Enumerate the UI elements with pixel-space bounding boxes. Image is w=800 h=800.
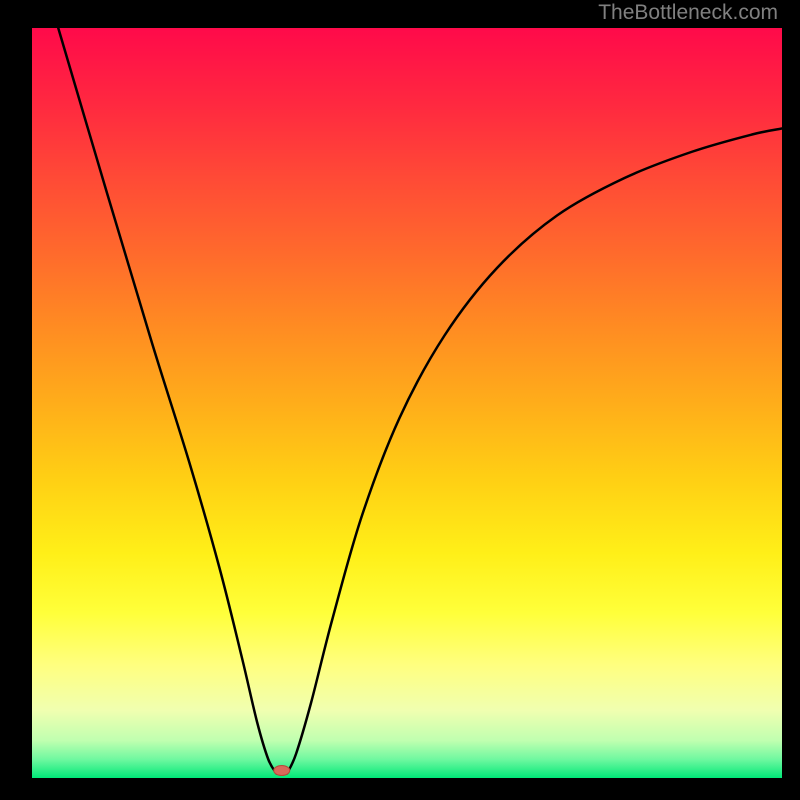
plot-area — [32, 28, 782, 778]
watermark-text: TheBottleneck.com — [598, 1, 778, 25]
gradient-background — [32, 28, 782, 778]
chart-frame: TheBottleneck.com — [0, 0, 800, 800]
